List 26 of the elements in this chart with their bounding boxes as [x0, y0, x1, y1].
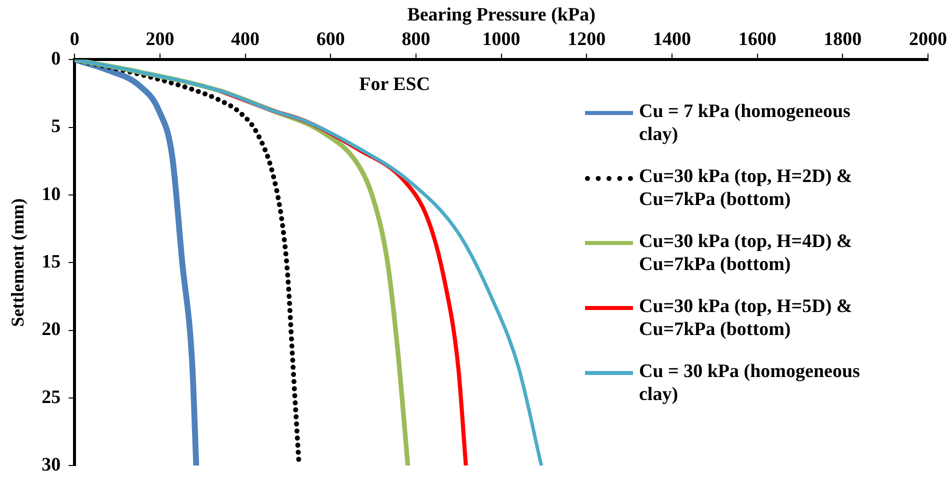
- x-tick-label: 1400: [652, 29, 691, 50]
- legend-label: Cu = 7 kPa (homogeneous clay): [639, 100, 852, 146]
- y-axis-title: Settlement (mm): [7, 198, 28, 327]
- y-tick-label: 0: [51, 48, 61, 70]
- legend-label: Cu=30 kPa (top, H=4D) & Cu=7kPa (bottom): [639, 230, 854, 276]
- y-tick-label: 20: [42, 319, 61, 340]
- legend-label: Cu = 30 kPa (homogeneous clay): [639, 360, 861, 406]
- y-tick-label: 15: [42, 252, 61, 273]
- y-tick-label: 25: [42, 386, 61, 408]
- y-tick-label: 30: [42, 454, 61, 476]
- x-tick-label: 800: [402, 29, 430, 50]
- annotation: For ESC: [359, 74, 430, 96]
- x-tick-label: 200: [146, 29, 174, 50]
- x-tick-label: 600: [316, 29, 345, 50]
- y-tick-label: 5: [51, 116, 61, 138]
- legend-label: Cu=30 kPa (top, H=2D) & Cu=7kPa (bottom): [639, 165, 854, 211]
- x-tick-label: 2000: [909, 29, 947, 50]
- x-tick-label: 1600: [738, 29, 776, 50]
- legend-label: Cu=30 kPa (top, H=5D) & Cu=7kPa (bottom): [639, 295, 854, 341]
- x-tick-label: 1200: [568, 29, 606, 50]
- y-tick-label: 10: [42, 184, 61, 205]
- x-tick-label: 0: [70, 29, 80, 50]
- x-tick-label: 400: [231, 29, 260, 50]
- x-tick-label: 1800: [824, 29, 862, 50]
- x-axis-title: Bearing Pressure (kPa): [407, 4, 596, 26]
- x-tick-label: 1000: [482, 29, 520, 50]
